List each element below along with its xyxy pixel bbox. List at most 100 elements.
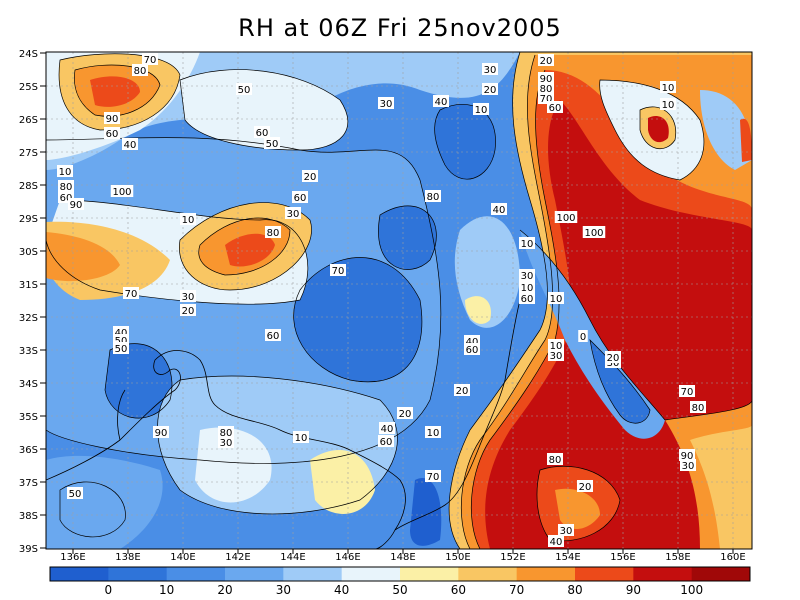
lat-tick-label: 39S	[19, 544, 38, 555]
longitude-axis: 136E 138E 140E 142E 144E 146E 148E 150E 152E 154E…	[60, 549, 746, 563]
contour-label: 80	[549, 455, 562, 466]
colorbar-swatch	[108, 567, 168, 581]
contour-label: 30	[682, 461, 695, 472]
contour-label-background	[57, 165, 73, 177]
contour-label-background	[425, 426, 441, 438]
contour-label-background	[473, 103, 489, 115]
colorbar-swatch	[691, 567, 751, 581]
contour-label-background	[582, 226, 606, 238]
contour-label-background	[548, 292, 564, 304]
contour-label-background	[547, 453, 563, 465]
lon-tick-label: 142E	[225, 552, 250, 563]
colorbar-tick-label: 10	[159, 583, 174, 597]
colorbar-tick-label: 30	[276, 583, 291, 597]
lat-tick-label: 35S	[19, 412, 38, 423]
contour-label: 50	[115, 344, 128, 355]
contour-label-background	[433, 95, 449, 107]
contour-label-background	[180, 304, 196, 316]
lat-tick-label: 30S	[19, 247, 38, 258]
contour-label: 10	[662, 100, 675, 111]
contour-label: 30	[484, 65, 497, 76]
colorbar-swatch	[341, 567, 401, 581]
contour-label: 70	[681, 387, 694, 398]
contour-label: 80	[267, 228, 280, 239]
contour-label-background	[265, 329, 281, 341]
contour-label: 60	[294, 193, 307, 204]
contour-label: 100	[584, 228, 603, 239]
contour-label: 40	[466, 337, 479, 348]
colorbar-swatch	[400, 567, 459, 581]
contour-label-background	[265, 226, 281, 238]
colorbar-tick-label: 100	[680, 583, 703, 597]
plot-frame	[45, 51, 753, 550]
contour-label: 10	[59, 167, 72, 178]
contour-label-background	[180, 290, 196, 302]
contour-label: 70	[125, 289, 138, 300]
contour-label-background	[577, 480, 593, 492]
contour-label-background	[605, 351, 621, 363]
contour-label-background	[67, 487, 83, 499]
contour-label: 30	[550, 351, 563, 362]
colorbar-tick-label: 90	[626, 583, 641, 597]
contour-label: 10	[550, 341, 563, 352]
contour-label-background	[482, 63, 498, 75]
contour-label: 60	[521, 294, 534, 305]
contour-label-background	[519, 281, 535, 293]
contour-label: 60	[267, 331, 280, 342]
contour-label: 40	[550, 537, 563, 548]
colorbar-tick-label: 0	[105, 583, 113, 597]
lon-tick-label: 160E	[720, 552, 745, 563]
contour-label: 20	[182, 306, 195, 317]
contour-label: 30	[220, 438, 233, 449]
contour-label-background	[285, 207, 301, 219]
lon-tick-label: 158E	[665, 552, 690, 563]
contour-label: 30	[607, 358, 620, 369]
colorbar-tick-label: 40	[334, 583, 349, 597]
humidity-field	[46, 52, 752, 549]
contour-label-background	[548, 339, 564, 351]
lat-tick-label: 27S	[19, 148, 38, 159]
contour-label-background	[153, 426, 169, 438]
contour-label-background	[264, 137, 280, 149]
contour-label: 70	[427, 472, 440, 483]
contour-label: 80	[427, 192, 440, 203]
contour-label: 80	[220, 428, 233, 439]
contour-label-background	[425, 190, 441, 202]
contour-label: 20	[399, 409, 412, 420]
contour-label: 50	[266, 139, 279, 150]
contour-label-background	[548, 535, 564, 547]
contour-label: 10	[521, 239, 534, 250]
contour-label-background	[578, 330, 588, 342]
lat-tick-label: 25S	[19, 82, 38, 93]
contour-label-background	[690, 401, 706, 413]
colorbar-swatch	[633, 567, 693, 581]
contour-label: 10	[427, 428, 440, 439]
contour-label: 10	[475, 105, 488, 116]
contour-label: 60	[106, 129, 119, 140]
contour-label-background	[538, 54, 554, 66]
lon-tick-label: 154E	[555, 552, 580, 563]
contour-label-background	[180, 213, 196, 225]
lon-tick-label: 138E	[115, 552, 140, 563]
contour-label-background	[378, 435, 394, 447]
contour-label: 40	[493, 205, 506, 216]
colorbar-tick-label: 20	[217, 583, 232, 597]
contour-label: 20	[456, 386, 469, 397]
lon-tick-label: 152E	[500, 552, 525, 563]
contour-label-background	[491, 203, 507, 215]
contour-label-background	[132, 64, 148, 76]
contour-label-background	[330, 264, 346, 276]
contour-label: 90	[106, 114, 119, 125]
contour-label: 30	[521, 271, 534, 282]
contour-label: 90	[155, 428, 168, 439]
contour-label: 10	[550, 294, 563, 305]
colorbar-tick-label: 70	[509, 583, 524, 597]
contour-label-background	[554, 211, 578, 223]
lat-tick-label: 26S	[19, 115, 38, 126]
contour-label-background	[454, 384, 470, 396]
colorbar-swatch	[50, 567, 109, 581]
lat-tick-label: 24S	[19, 49, 38, 60]
contour-label-background	[538, 72, 554, 84]
contour-label-background	[547, 101, 563, 113]
contour-label: 60	[256, 128, 269, 139]
